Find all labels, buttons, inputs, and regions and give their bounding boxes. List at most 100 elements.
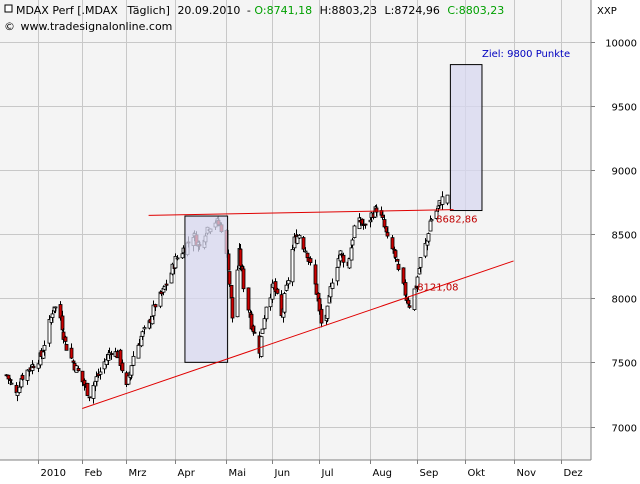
grid-lines	[0, 0, 591, 460]
candle-body	[9, 382, 14, 385]
candle-body	[241, 268, 246, 290]
candle-body	[335, 267, 340, 282]
candle-body	[262, 318, 267, 330]
candle-body	[303, 250, 308, 253]
target-label: Ziel: 9800 Punkte	[482, 49, 570, 60]
candle-body	[180, 253, 185, 259]
candle-body	[8, 379, 13, 382]
candle-body	[284, 284, 289, 291]
candle-body	[64, 344, 69, 351]
candle-body	[31, 365, 36, 369]
candle-body	[131, 355, 136, 366]
chart-period: Täglich]	[126, 4, 170, 17]
annotation-labels: Ziel: 9800 Punkte 8682,86 8121,08	[417, 49, 570, 294]
y-tick-label: 7000	[612, 424, 637, 435]
x-tick-label: Jul	[321, 468, 334, 479]
price-axis[interactable]: 7000 7500 8000 8500 9000 9500 10000	[591, 39, 637, 435]
consolidation-box	[184, 215, 229, 363]
candle-body	[440, 196, 445, 205]
low-value: L:8724,96	[385, 4, 440, 17]
candle-body	[227, 271, 232, 285]
candle-body	[290, 249, 295, 283]
candle-body	[229, 285, 234, 299]
candle-body	[164, 283, 169, 286]
candle-body	[80, 370, 85, 383]
candle-body	[352, 225, 357, 239]
candle-body	[140, 331, 145, 337]
candle-body	[69, 347, 74, 359]
candle-body	[305, 252, 310, 259]
candle-body	[406, 299, 411, 305]
candle-body	[418, 257, 423, 268]
candle-body	[91, 385, 96, 399]
price-axis-label: XXP	[597, 6, 617, 17]
candle-body	[363, 223, 368, 226]
candle-body	[282, 293, 287, 313]
candle-body	[249, 313, 254, 330]
header-separator: -	[247, 4, 251, 17]
y-tick-label: 7500	[612, 359, 637, 370]
svg-text:MDAX Perf [.MDAX Täglich: MDAX Perf [.MDAX Täglich] 20.09.2010 - O…	[16, 4, 504, 17]
candle-body	[109, 353, 114, 355]
candle-body	[415, 276, 420, 287]
candle-body	[47, 319, 52, 344]
candle-body	[238, 248, 243, 267]
candle-body	[153, 304, 158, 308]
candle-body	[42, 345, 47, 351]
candle-body	[428, 220, 433, 232]
candle-body	[20, 375, 25, 380]
candle-body	[374, 207, 379, 213]
open-value: O:8741,18	[254, 4, 312, 17]
close-value: C:8803,23	[447, 4, 504, 17]
x-tick-label: Jun	[274, 468, 291, 479]
x-tick-label: Aug	[373, 468, 393, 479]
candle-body	[71, 360, 76, 363]
candle-body	[330, 282, 335, 289]
candle-body	[395, 258, 400, 262]
candle-body	[6, 374, 11, 380]
resistance-trendline	[148, 209, 454, 216]
candle-body	[252, 331, 257, 334]
target-box	[449, 64, 483, 212]
candle-body	[162, 286, 167, 290]
chart-header: MDAX Perf [.MDAX Täglich] 20.09.2010 - O…	[4, 4, 617, 33]
source-url: www.tradesignalonline.com	[21, 20, 173, 33]
candle-body	[328, 286, 333, 298]
candle-body	[150, 316, 155, 325]
symbol-name: MDAX Perf [.MDAX	[16, 4, 118, 17]
x-tick-label: Mai	[229, 468, 247, 479]
candle-body	[142, 327, 147, 330]
candle-body	[445, 194, 450, 204]
candle-body	[76, 368, 81, 372]
candle-body	[173, 256, 178, 269]
candle-body	[341, 254, 346, 263]
support-level-label: 8121,08	[417, 282, 458, 293]
candle-body	[260, 328, 265, 334]
candle-body	[325, 305, 330, 319]
candle-body	[94, 376, 99, 382]
candle-body	[246, 287, 251, 311]
x-tick-label: Mrz	[129, 468, 147, 479]
header-marker	[4, 4, 13, 13]
candle-body	[120, 362, 125, 372]
candle-body	[407, 305, 412, 308]
candle-body	[301, 237, 306, 250]
candle-body	[129, 365, 134, 376]
bar-date: 20.09.2010	[177, 4, 240, 17]
x-tick-label: Apr	[178, 468, 196, 479]
high-value: H:8803,23	[320, 4, 377, 17]
time-axis[interactable]: 2010 Feb Mrz Apr Mai Jun Jul Aug Sep Okt Nov Dez	[38, 460, 583, 479]
support-trendline	[82, 260, 514, 410]
candle-body	[412, 288, 417, 311]
candle-body	[403, 282, 408, 296]
candle-body	[350, 239, 355, 246]
candle-body	[347, 258, 352, 269]
candle-body	[314, 283, 319, 295]
plot-area[interactable]	[0, 0, 591, 460]
x-tick-label: Sep	[420, 468, 439, 479]
y-tick-label: 8000	[612, 295, 637, 306]
x-tick-label: Okt	[468, 468, 486, 479]
candle-body	[380, 214, 385, 218]
